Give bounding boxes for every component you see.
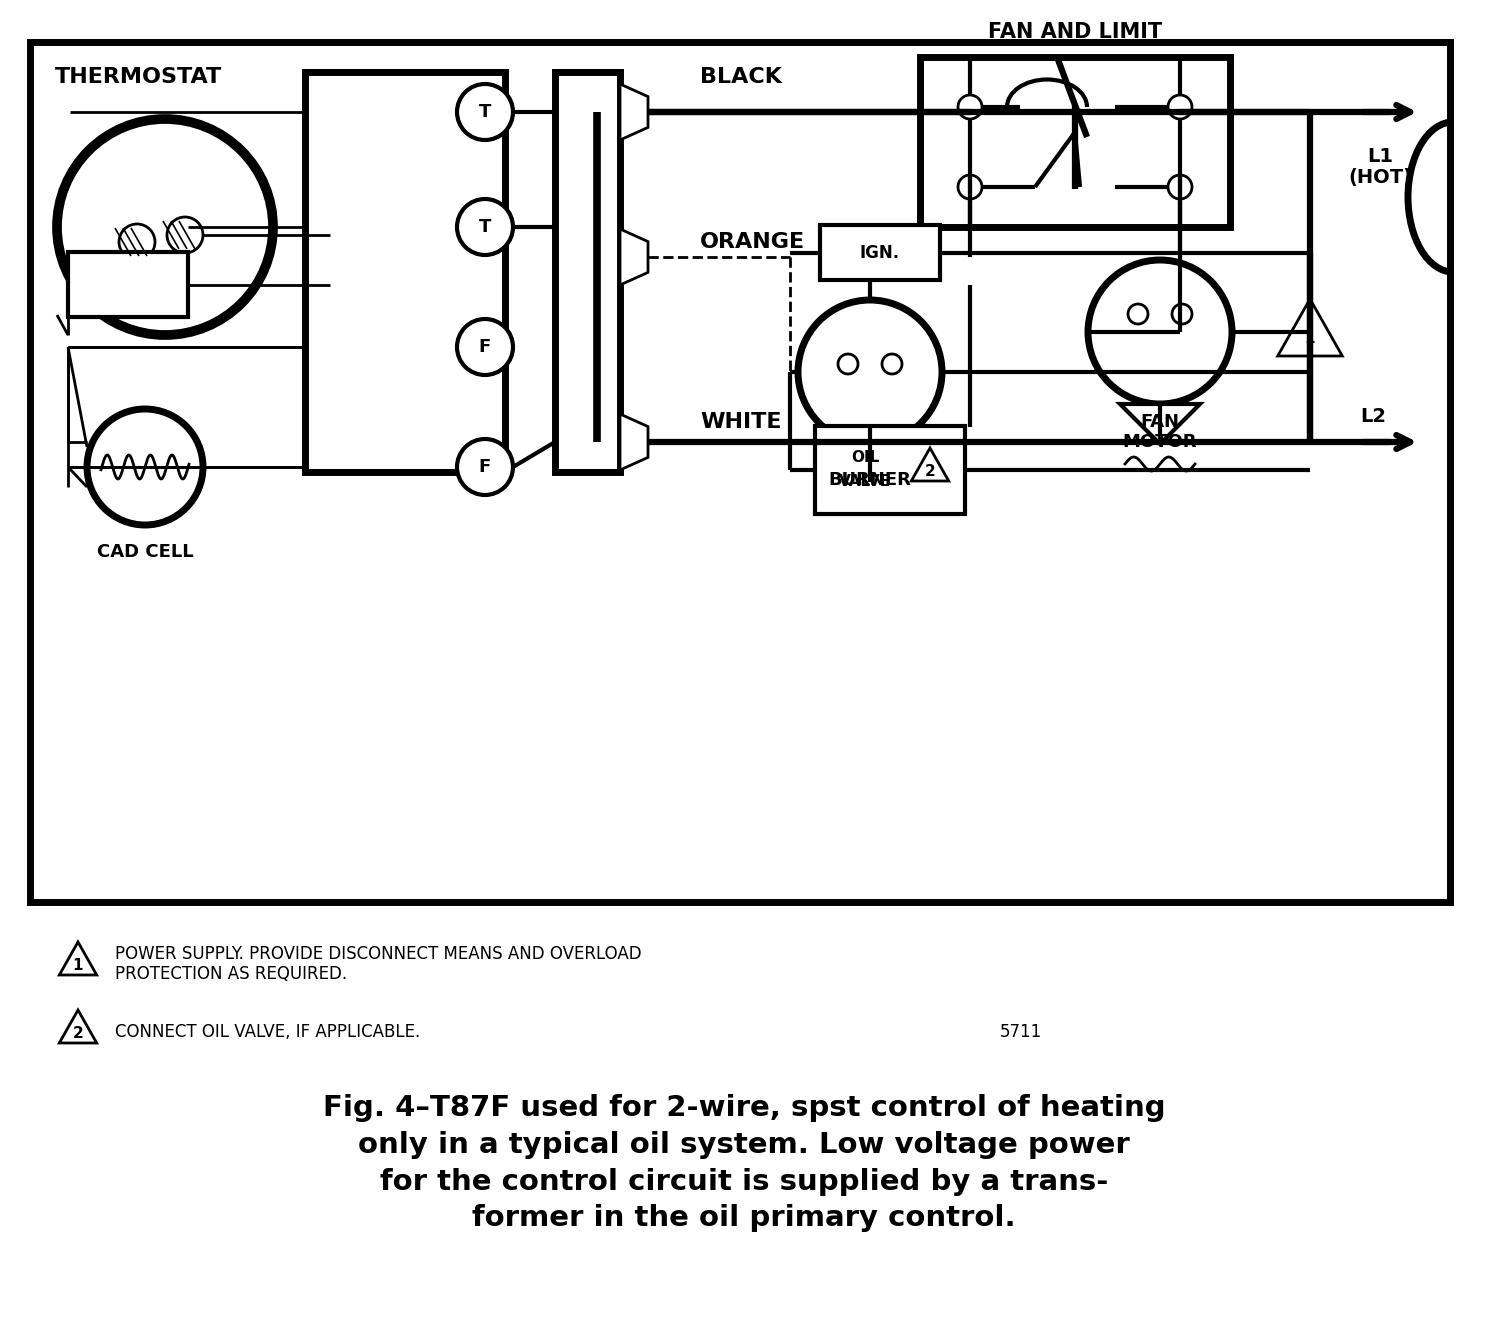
Bar [30,42,1449,902]
Circle shape [882,354,902,374]
Text: VALVE: VALVE [839,475,891,490]
Polygon shape [911,448,949,480]
Text: THERMOSTAT: THERMOSTAT [55,67,222,87]
Text: F: F [479,458,491,476]
Polygon shape [60,942,97,976]
Text: IGN.: IGN. [860,244,900,262]
Circle shape [838,354,859,374]
Text: T: T [479,103,491,121]
Polygon shape [620,85,647,140]
Bar [815,425,966,514]
Polygon shape [830,444,911,482]
Circle shape [457,199,513,255]
Text: 1: 1 [73,958,83,973]
Circle shape [167,217,202,254]
Text: 2: 2 [73,1025,83,1040]
Text: F: F [479,338,491,356]
Bar [555,72,620,472]
Bar [68,252,187,317]
Text: 5711: 5711 [1000,1023,1042,1041]
Circle shape [119,224,155,260]
Text: BLACK: BLACK [699,67,781,87]
Circle shape [1168,95,1192,119]
Text: WHITE: WHITE [699,412,781,432]
Text: CONNECT OIL VALVE, IF APPLICABLE.: CONNECT OIL VALVE, IF APPLICABLE. [115,1023,420,1041]
Circle shape [457,319,513,374]
Text: L1
(HOT): L1 (HOT) [1348,146,1412,188]
Text: CAD CELL: CAD CELL [97,544,193,561]
Bar [305,72,504,472]
Circle shape [57,119,272,336]
Circle shape [457,85,513,140]
Polygon shape [620,229,647,285]
Circle shape [958,95,982,119]
Text: 2: 2 [924,463,936,479]
Text: POWER SUPPLY. PROVIDE DISCONNECT MEANS AND OVERLOAD
PROTECTION AS REQUIRED.: POWER SUPPLY. PROVIDE DISCONNECT MEANS A… [115,945,641,984]
Circle shape [1128,305,1149,323]
Text: BURNER: BURNER [829,471,912,488]
Circle shape [86,409,202,525]
Text: 1: 1 [1305,331,1315,346]
Circle shape [958,174,982,199]
Text: L2: L2 [1360,408,1385,427]
Circle shape [457,439,513,495]
Text: Fig. 4–T87F used for 2-wire, spst control of heating
only in a typical oil syste: Fig. 4–T87F used for 2-wire, spst contro… [323,1094,1165,1232]
Polygon shape [1120,404,1199,444]
Polygon shape [1278,299,1342,356]
Polygon shape [620,413,647,470]
Text: ORANGE: ORANGE [699,232,805,252]
Circle shape [1088,260,1232,404]
Text: FAN
MOTOR: FAN MOTOR [1123,412,1198,451]
Text: T: T [479,217,491,236]
Polygon shape [60,1011,97,1043]
Text: OIL: OIL [851,451,879,466]
Circle shape [1173,305,1192,323]
Text: FAN AND LIMIT: FAN AND LIMIT [988,21,1162,42]
Bar [920,56,1231,227]
Circle shape [1168,174,1192,199]
Circle shape [798,301,942,444]
Bar [820,225,940,280]
